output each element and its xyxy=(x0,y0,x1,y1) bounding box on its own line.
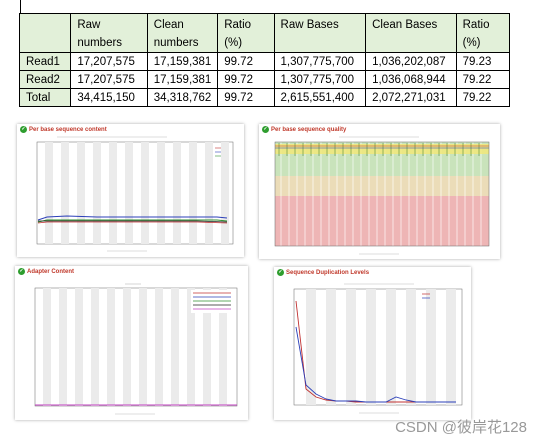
table-header-row: Raw numbers Clean numbers Ratio (%) Raw Bas… xyxy=(18,13,511,53)
table-cell: 34,415,150 xyxy=(70,88,148,107)
table-cell: 17,159,381 xyxy=(146,52,219,71)
read-statistics-table: Raw numbers Clean numbers Ratio (%) Raw Bas… xyxy=(18,13,511,107)
table-header-cell: Clean numbers xyxy=(146,13,219,53)
panel-title: ✓ Per base sequence content xyxy=(20,126,107,133)
sequence-content-plot xyxy=(36,136,234,252)
per-base-sequence-content-panel: ✓ Per base sequence content xyxy=(17,124,244,257)
ok-check-icon: ✓ xyxy=(18,268,25,275)
table-row: Read1 17,207,575 17,159,381 99.72 1,307,… xyxy=(18,52,511,71)
table-cell: 2,615,551,400 xyxy=(273,88,367,107)
adapter-content-panel: ✓ Adapter Content xyxy=(15,266,248,420)
table-cell: 17,207,575 xyxy=(70,70,148,89)
panel-title: ✓ Adapter Content xyxy=(18,268,74,275)
table-header-cell: Ratio (%) xyxy=(455,13,511,53)
ok-check-icon: ✓ xyxy=(262,126,269,133)
table-header-cell: Ratio (%) xyxy=(217,13,275,53)
table-cell: 99.72 xyxy=(217,88,275,107)
table-cell: 79.22 xyxy=(455,88,511,107)
table-cell: 17,159,381 xyxy=(146,70,219,89)
table-cell: 79.23 xyxy=(455,52,511,71)
adapter-content-plot xyxy=(34,283,238,415)
panel-title: ✓ Per base sequence quality xyxy=(262,126,347,133)
table-cell: 79.22 xyxy=(455,70,511,89)
table-cell: 1,307,775,700 xyxy=(273,52,367,71)
table-cell: 34,318,762 xyxy=(146,88,219,107)
row-label: Read1 xyxy=(18,52,72,71)
table-row: Read2 17,207,575 17,159,381 99.72 1,307,… xyxy=(18,70,511,89)
table-row: Total 34,415,150 34,318,762 99.72 2,615,… xyxy=(18,88,511,107)
table-header-cell: Raw numbers xyxy=(70,13,148,53)
table-header-cell: Raw Bases xyxy=(273,13,367,53)
sequence-duplication-levels-panel: ✓ Sequence Duplication Levels xyxy=(274,267,471,420)
table-header-empty xyxy=(18,13,72,53)
table-cell: 1,307,775,700 xyxy=(273,70,367,89)
table-header-cell: Clean Bases xyxy=(365,13,457,53)
top-left-rule xyxy=(20,0,21,14)
csdn-watermark: CSDN @彼岸花128 xyxy=(395,419,527,436)
row-label: Read2 xyxy=(18,70,72,89)
table-cell: 1,036,068,944 xyxy=(365,70,457,89)
table-cell: 17,207,575 xyxy=(70,52,148,71)
row-label: Total xyxy=(18,88,72,107)
per-base-sequence-quality-panel: ✓ Per base sequence quality xyxy=(259,124,500,259)
sequence-quality-plot xyxy=(274,136,490,255)
table-cell: 99.72 xyxy=(217,52,275,71)
table-cell: 1,036,202,087 xyxy=(365,52,457,71)
panel-title: ✓ Sequence Duplication Levels xyxy=(277,269,370,276)
ok-check-icon: ✓ xyxy=(20,126,27,133)
table-cell: 2,072,271,031 xyxy=(365,88,457,107)
table-cell: 99.72 xyxy=(217,70,275,89)
ok-check-icon: ✓ xyxy=(277,269,284,276)
duplication-levels-plot xyxy=(293,283,463,414)
